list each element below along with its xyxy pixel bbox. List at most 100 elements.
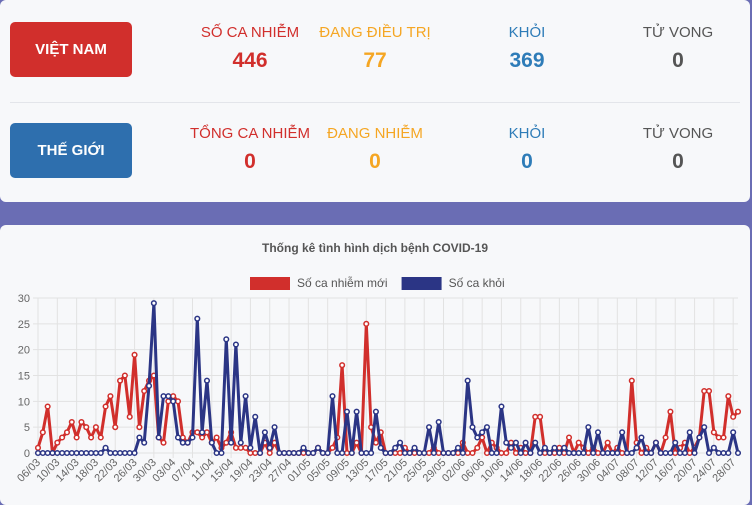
point [174, 398, 182, 405]
point [672, 449, 679, 457]
point [619, 449, 626, 457]
point [454, 444, 462, 451]
point [353, 439, 360, 446]
point [83, 449, 90, 457]
point [730, 413, 737, 420]
point [334, 449, 341, 457]
point [305, 449, 312, 457]
point [310, 449, 317, 457]
region-button[interactable]: VIỆT NAM [10, 22, 132, 77]
point [126, 449, 133, 457]
point [88, 449, 95, 457]
point [314, 444, 322, 451]
point [266, 444, 273, 451]
point [54, 449, 61, 457]
point [498, 449, 505, 457]
point [609, 449, 616, 457]
point [78, 449, 85, 457]
point [387, 449, 394, 457]
point [353, 408, 360, 415]
point [532, 413, 539, 420]
point [638, 449, 645, 457]
point [397, 449, 404, 457]
point [368, 449, 375, 457]
point [488, 449, 495, 457]
point [145, 382, 153, 389]
point [199, 434, 206, 441]
point [498, 403, 505, 410]
point [285, 449, 293, 457]
point [512, 449, 519, 457]
point [261, 429, 268, 436]
point [565, 449, 573, 457]
chart: Thống kê tình hình dịch bệnh COVID-19 Số … [15, 241, 742, 485]
point [440, 449, 447, 457]
point [358, 449, 365, 457]
point [677, 449, 684, 457]
point [242, 444, 249, 451]
stat: SỐ CA NHIỄM 446 [175, 24, 325, 73]
point [39, 449, 46, 457]
point [667, 408, 674, 415]
point [218, 449, 225, 457]
point [208, 439, 215, 446]
point [343, 408, 351, 415]
point [63, 429, 71, 436]
point [59, 449, 66, 457]
point [34, 449, 42, 457]
stat: ĐANG NHIỄM 0 [300, 125, 450, 174]
region-button[interactable]: THẾ GIỚI [10, 123, 132, 178]
point [705, 387, 713, 395]
point [532, 439, 539, 446]
point [213, 434, 220, 441]
point [257, 449, 264, 457]
point [107, 393, 114, 400]
point [590, 449, 597, 457]
point [652, 439, 659, 446]
point [223, 439, 230, 446]
point [174, 434, 182, 441]
point [329, 444, 336, 451]
point [710, 429, 717, 436]
point [561, 444, 568, 451]
point [34, 444, 42, 451]
point [503, 439, 510, 446]
point [430, 449, 437, 457]
stat-value: 77 [363, 49, 387, 72]
point [570, 449, 577, 457]
point [459, 449, 466, 457]
point [73, 434, 80, 441]
legend-swatch [401, 277, 442, 290]
point [78, 418, 85, 426]
point [575, 449, 582, 457]
point [88, 434, 95, 441]
point [392, 444, 399, 451]
point [300, 444, 307, 451]
point [667, 449, 674, 457]
stat-label: TỬ VONG [642, 24, 714, 41]
point [575, 439, 582, 446]
point [141, 439, 148, 446]
point [281, 449, 288, 457]
point [68, 418, 75, 426]
point [97, 434, 104, 441]
point [339, 449, 346, 457]
point [160, 393, 167, 400]
point [479, 429, 486, 436]
point [681, 449, 688, 457]
point [165, 393, 172, 400]
point [720, 449, 727, 457]
point [638, 434, 645, 441]
stat: TỬ VONG 0 [603, 125, 752, 174]
point [508, 444, 515, 451]
point [39, 429, 46, 436]
point [117, 377, 124, 384]
point [734, 408, 742, 415]
point [397, 439, 404, 446]
point [469, 424, 476, 431]
point [112, 449, 119, 457]
legend-label: Số ca nhiễm mới [297, 275, 388, 290]
stat: KHỎI 0 [452, 125, 602, 174]
point [102, 444, 109, 451]
